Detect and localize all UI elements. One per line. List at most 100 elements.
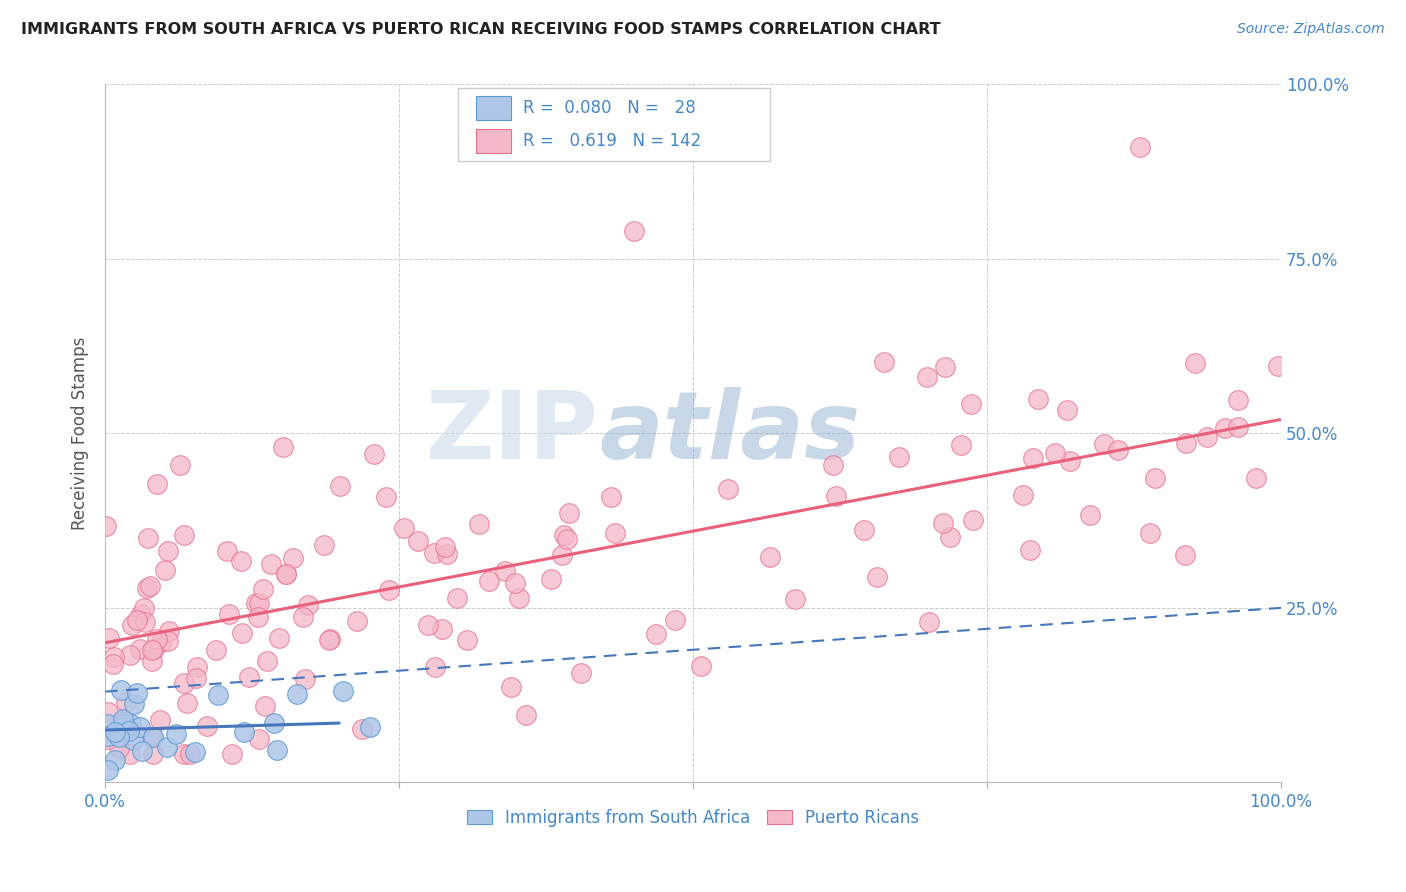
Point (120, 648, 142, 662)
Point (260, 557, 283, 571)
Point (359, 720, 381, 734)
Point (173, 676, 195, 690)
Point (173, 528, 195, 542)
Point (131, 744, 153, 758)
Point (332, 684, 354, 698)
Point (1056, 402, 1078, 417)
Point (263, 715, 285, 730)
Point (889, 450, 911, 464)
Point (501, 680, 523, 694)
Point (1026, 392, 1049, 407)
Point (1129, 140, 1152, 154)
Point (363, 447, 385, 461)
Point (111, 712, 134, 726)
Point (97, 706, 120, 720)
Point (468, 516, 491, 531)
Point (569, 665, 592, 680)
Point (97, 730, 120, 744)
Point (1012, 488, 1035, 502)
Point (156, 739, 179, 754)
Point (207, 688, 229, 702)
Point (146, 632, 169, 646)
Point (1184, 356, 1206, 370)
Point (605, 526, 627, 541)
Point (432, 623, 454, 637)
Point (205, 643, 228, 657)
Point (1019, 543, 1042, 558)
Point (149, 713, 172, 727)
Point (253, 699, 276, 714)
Point (825, 489, 848, 503)
Point (129, 642, 152, 657)
Point (644, 627, 666, 641)
Point (934, 359, 956, 374)
Point (132, 600, 155, 615)
Point (503, 575, 526, 590)
Point (165, 727, 187, 741)
Point (950, 438, 973, 452)
Point (285, 687, 308, 701)
Point (416, 618, 439, 632)
Point (156, 634, 179, 648)
Point (508, 591, 530, 605)
Point (129, 607, 152, 622)
Point (233, 724, 256, 739)
Point (1078, 508, 1101, 522)
Point (121, 733, 143, 747)
Point (169, 458, 191, 472)
Point (446, 591, 468, 606)
Point (406, 533, 429, 548)
FancyBboxPatch shape (475, 129, 510, 153)
Point (318, 632, 340, 647)
Point (141, 654, 163, 668)
Text: R =  0.080   N =   28: R = 0.080 N = 28 (523, 99, 696, 117)
Point (346, 614, 368, 628)
Point (297, 598, 319, 612)
Point (157, 544, 180, 558)
Point (238, 670, 260, 684)
Point (1059, 454, 1081, 468)
Point (139, 579, 162, 593)
Point (142, 641, 165, 656)
FancyBboxPatch shape (458, 88, 769, 161)
Point (231, 626, 253, 640)
Point (231, 554, 253, 568)
Point (107, 741, 129, 756)
Point (1267, 359, 1289, 373)
Point (186, 671, 208, 685)
Point (118, 747, 141, 762)
Point (394, 520, 416, 534)
Point (664, 613, 686, 627)
Point (959, 397, 981, 411)
Point (121, 617, 143, 632)
Point (134, 615, 156, 629)
Point (186, 659, 208, 673)
Point (553, 528, 575, 542)
Point (247, 731, 270, 746)
Point (494, 564, 516, 578)
Point (136, 581, 159, 595)
Point (266, 742, 288, 756)
Y-axis label: Receiving Food Stamps: Receiving Food Stamps (72, 336, 89, 530)
Point (1195, 430, 1218, 444)
Point (551, 548, 574, 562)
Point (1226, 392, 1249, 407)
Point (111, 725, 134, 739)
FancyBboxPatch shape (475, 95, 510, 120)
Point (97, 717, 120, 731)
Point (456, 632, 478, 647)
Point (759, 550, 782, 565)
Point (1092, 437, 1115, 451)
Point (853, 523, 876, 537)
Point (938, 530, 960, 544)
Point (623, 224, 645, 238)
Point (352, 723, 374, 737)
Point (1175, 436, 1198, 450)
Point (915, 369, 938, 384)
Point (783, 591, 806, 606)
Point (294, 673, 316, 687)
Point (173, 747, 195, 762)
Point (127, 686, 149, 700)
Point (101, 657, 124, 672)
Point (690, 658, 713, 673)
